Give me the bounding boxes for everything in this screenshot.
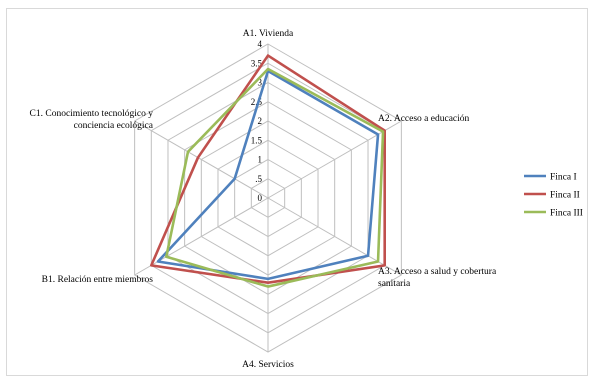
tick-label: 4 bbox=[258, 39, 263, 49]
grid-layer bbox=[134, 43, 402, 353]
tick-label: 2 bbox=[258, 116, 263, 126]
series-line-finca-iii bbox=[165, 67, 385, 288]
axis-spoke bbox=[134, 120, 269, 199]
legend-label: Finca I bbox=[550, 173, 577, 183]
axis-label: C1. Conocimiento tecnológico y conciencia… bbox=[30, 109, 154, 131]
series-line-finca-ii bbox=[150, 54, 386, 285]
tick-label: 2.5 bbox=[251, 97, 263, 107]
tick-label: 3.5 bbox=[251, 58, 263, 68]
legend-label: Finca III bbox=[550, 209, 583, 219]
axis-label-line: C1. Conocimiento tecnológico y bbox=[30, 109, 154, 119]
legend: Finca I Finca II Finca III bbox=[524, 173, 583, 219]
series-layer bbox=[150, 54, 386, 288]
chart-frame bbox=[6, 8, 588, 376]
axis-label-line: A2. Acceso a educación bbox=[378, 114, 470, 124]
axis-label: A2. Acceso a educación bbox=[378, 114, 470, 124]
tick-label: 0 bbox=[258, 193, 263, 203]
legend-label: Finca II bbox=[550, 191, 580, 201]
tick-label: 1 bbox=[258, 155, 263, 165]
axis-label-line: A3. Acceso a salud y cobertura bbox=[378, 267, 497, 277]
series-line-finca-i bbox=[156, 69, 380, 281]
axis-label-line: A4. Servicios bbox=[242, 360, 294, 370]
tick-layer: 0 .5 1 1.5 2 2.5 3 3.5 4 bbox=[251, 39, 263, 203]
axis-label-line: B1. Relación entre miembros bbox=[42, 275, 154, 285]
tick-label: 1.5 bbox=[251, 135, 263, 145]
tick-label: 3 bbox=[258, 78, 263, 88]
axis-label-line: conciencia ecológica bbox=[74, 121, 154, 131]
tick-label: .5 bbox=[255, 174, 262, 184]
axis-label: A3. Acceso a salud y cobertura sanitaria bbox=[378, 267, 497, 289]
axis-label: A4. Servicios bbox=[242, 360, 294, 370]
axis-label: A1. Vivienda bbox=[243, 29, 294, 39]
axis-label-line: sanitaria bbox=[378, 279, 411, 289]
axis-label-line: A1. Vivienda bbox=[243, 29, 294, 39]
axis-label: B1. Relación entre miembros bbox=[42, 275, 154, 285]
label-layer: A1. Vivienda A2. Acceso a educación A3. Ac… bbox=[30, 29, 497, 370]
